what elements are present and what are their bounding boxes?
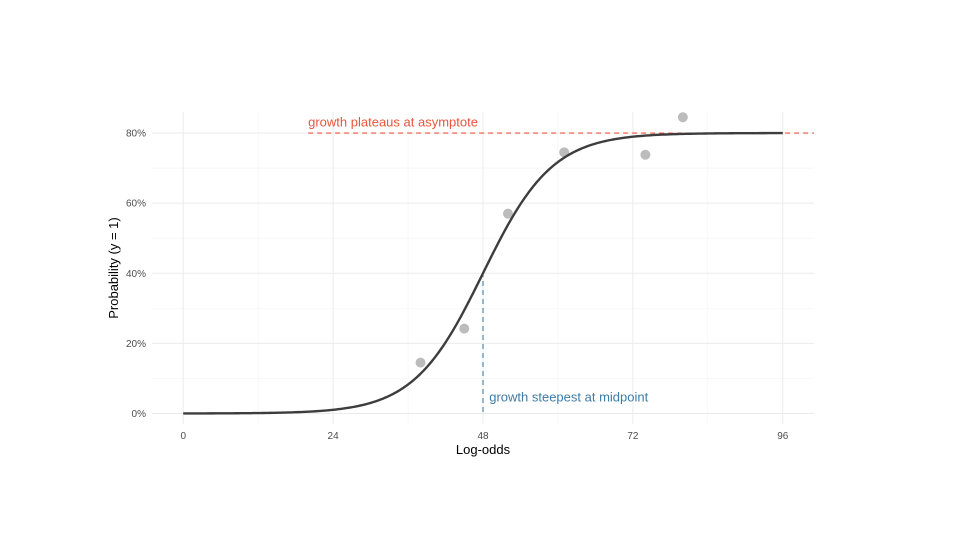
x-axis-title: Log-odds — [456, 442, 511, 457]
fitted-curve — [183, 131, 783, 415]
y-tick-label: 0% — [132, 409, 147, 420]
y-tick-label: 20% — [126, 339, 146, 350]
logistic-curve-line — [183, 131, 783, 415]
annotation-lines — [308, 132, 814, 412]
data-point — [640, 149, 651, 160]
midpoint-label: growth steepest at midpoint — [489, 390, 648, 405]
data-point — [415, 357, 426, 368]
y-tick-label: 80% — [126, 129, 146, 140]
asymptote-label: growth plateaus at asymptote — [308, 115, 478, 130]
x-tick-label: 0 — [180, 431, 186, 442]
y-tick-label: 60% — [126, 199, 146, 210]
data-point — [677, 112, 688, 123]
x-tick-label: 48 — [477, 431, 489, 442]
y-tick-label: 40% — [126, 269, 146, 280]
data-point — [502, 208, 513, 219]
data-points — [415, 112, 688, 368]
x-tick-label: 72 — [627, 431, 639, 442]
y-axis-title: Probability (y = 1) — [106, 217, 121, 319]
annotation-labels: growth plateaus at asymptote growth steep… — [308, 115, 648, 405]
data-point — [459, 323, 470, 334]
tick-labels: 0 24 48 72 96 0% 20% 40% 60% 80% — [126, 129, 789, 442]
x-tick-label: 96 — [777, 431, 789, 442]
x-tick-label: 24 — [328, 431, 340, 442]
grid — [152, 112, 814, 424]
